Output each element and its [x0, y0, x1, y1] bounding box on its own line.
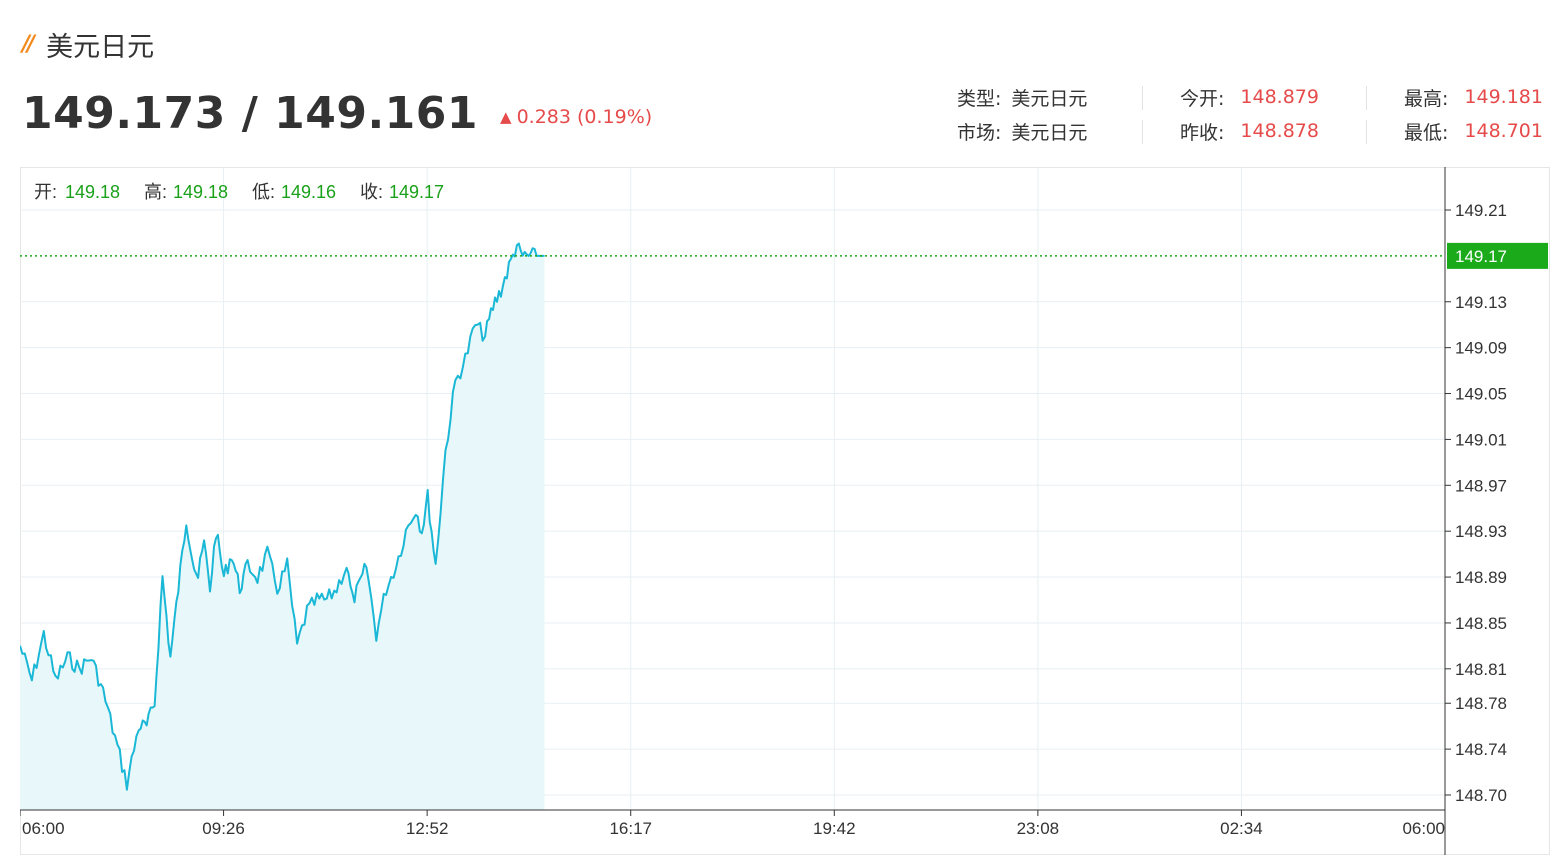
info-type: 类型: 美元日元 [957, 82, 1087, 112]
info-divider [1142, 120, 1143, 144]
info-divider [1366, 86, 1367, 110]
x-tick-label: 23:08 [1017, 819, 1060, 838]
y-tick-label: 148.70 [1455, 786, 1507, 805]
last-price-tag [1447, 242, 1548, 269]
ohlc-low-label: 低: [252, 182, 275, 202]
info-market-label: 市场: [957, 121, 1002, 144]
info-low-value: 148.701 [1464, 120, 1543, 142]
y-tick-label: 149.05 [1455, 385, 1507, 404]
x-tick-label: 19:42 [813, 819, 856, 838]
info-high-value: 149.181 [1464, 86, 1543, 108]
title-bar: // 美元日元 [22, 24, 154, 64]
info-high-label: 最高: [1404, 87, 1449, 110]
bid-ask-price: 149.173 / 149.161 [22, 87, 479, 139]
x-tick-label: 09:26 [202, 819, 245, 838]
info-prev-close: 昨收: 148.878 [1180, 116, 1319, 146]
y-tick-label: 148.81 [1455, 660, 1507, 679]
info-high: 最高: 149.181 [1404, 82, 1543, 112]
y-tick-label: 149.13 [1455, 293, 1507, 312]
y-tick-label: 149.09 [1455, 339, 1507, 358]
ohlc-high-value: 149.18 [173, 182, 228, 202]
ohlc-close-label: 收: [360, 182, 383, 202]
y-tick-label: 149.01 [1455, 430, 1507, 449]
y-tick-label: 148.85 [1455, 614, 1507, 633]
last-price-marker: 149.17 [20, 242, 1548, 269]
x-tick-label: 16:17 [609, 819, 652, 838]
info-open: 今开: 148.879 [1180, 82, 1319, 112]
info-type-value: 美元日元 [1011, 87, 1088, 110]
x-axis: 06:00 09:26 12:52 16:17 19:42 23:08 02:34 06:00 [19, 809, 1446, 838]
info-low: 最低: 148.701 [1404, 116, 1543, 146]
info-low-label: 最低: [1404, 121, 1449, 144]
chart-svg[interactable]: 149.21 149.13 149.09 149.05 149.01 148.97 148.… [19, 167, 1550, 855]
x-tick-label: 02:34 [1220, 819, 1263, 838]
ohlc-readout: 开: 149.18 高: 149.18 低: 149.16 收: 149.17 [34, 182, 444, 202]
y-tick-label: 148.97 [1455, 476, 1507, 495]
last-price-label: 149.17 [1455, 247, 1507, 266]
quote-info-panel: 类型: 美元日元 市场: 美元日元 今开: 148.879 昨收: 148.87… [0, 82, 1561, 152]
x-tick-label: 12:52 [406, 819, 449, 838]
price-line [19, 242, 545, 791]
y-tick-label: 148.74 [1455, 740, 1507, 759]
price-area [20, 243, 545, 810]
price-change-value: 0.283 (0.19%) [516, 106, 653, 128]
ohlc-high-label: 高: [144, 182, 167, 202]
ohlc-close-value: 149.17 [389, 182, 444, 202]
info-type-label: 类型: [957, 87, 1002, 110]
info-divider [1142, 86, 1143, 110]
info-prev-close-value: 148.878 [1240, 120, 1319, 142]
info-open-label: 今开: [1180, 87, 1225, 110]
price-change: ▲ 0.283 (0.19%) [500, 106, 652, 128]
price-row: 149.173 / 149.161 ▲ 0.283 (0.19%) [22, 86, 652, 140]
info-market-value: 美元日元 [1011, 121, 1088, 144]
info-prev-close-label: 昨收: [1180, 121, 1225, 144]
x-tick-label: 06:00 [22, 819, 65, 838]
page-title: 美元日元 [46, 31, 155, 63]
info-divider [1366, 120, 1367, 144]
ohlc-open-label: 开: [34, 182, 57, 202]
ohlc-low-value: 149.16 [281, 182, 336, 202]
x-tick-label: 06:00 [1402, 819, 1445, 838]
y-tick-label: 148.89 [1455, 568, 1507, 587]
ohlc-open-value: 149.18 [65, 182, 120, 202]
y-tick-label: 148.78 [1455, 694, 1507, 713]
intraday-chart[interactable]: 149.21 149.13 149.09 149.05 149.01 148.97 148.… [19, 167, 1550, 855]
up-arrow-icon: ▲ [500, 108, 512, 126]
info-open-value: 148.879 [1240, 86, 1319, 108]
y-tick-label: 149.21 [1455, 201, 1507, 220]
y-tick-label: 148.93 [1455, 522, 1507, 541]
info-market: 市场: 美元日元 [957, 116, 1087, 146]
y-axis: 149.21 149.13 149.09 149.05 149.01 148.97 148.… [1444, 167, 1507, 855]
title-mark-icon: // [22, 31, 35, 57]
